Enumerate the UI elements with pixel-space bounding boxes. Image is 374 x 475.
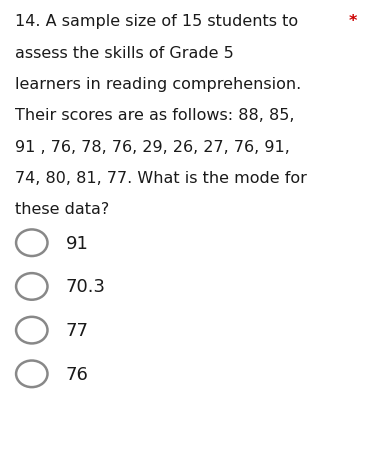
Text: Their scores are as follows: 88, 85,: Their scores are as follows: 88, 85,: [15, 108, 294, 124]
Text: 70.3: 70.3: [65, 278, 105, 296]
Text: 14. A sample size of 15 students to: 14. A sample size of 15 students to: [15, 14, 298, 29]
Text: 91 , 76, 78, 76, 29, 26, 27, 76, 91,: 91 , 76, 78, 76, 29, 26, 27, 76, 91,: [15, 140, 290, 155]
Text: 77: 77: [65, 322, 88, 340]
Text: 74, 80, 81, 77. What is the mode for: 74, 80, 81, 77. What is the mode for: [15, 171, 307, 186]
Text: *: *: [349, 14, 357, 29]
Text: learners in reading comprehension.: learners in reading comprehension.: [15, 77, 301, 92]
Text: these data?: these data?: [15, 202, 109, 218]
Text: 91: 91: [65, 235, 88, 253]
Text: assess the skills of Grade 5: assess the skills of Grade 5: [15, 46, 234, 61]
Text: 76: 76: [65, 366, 88, 384]
